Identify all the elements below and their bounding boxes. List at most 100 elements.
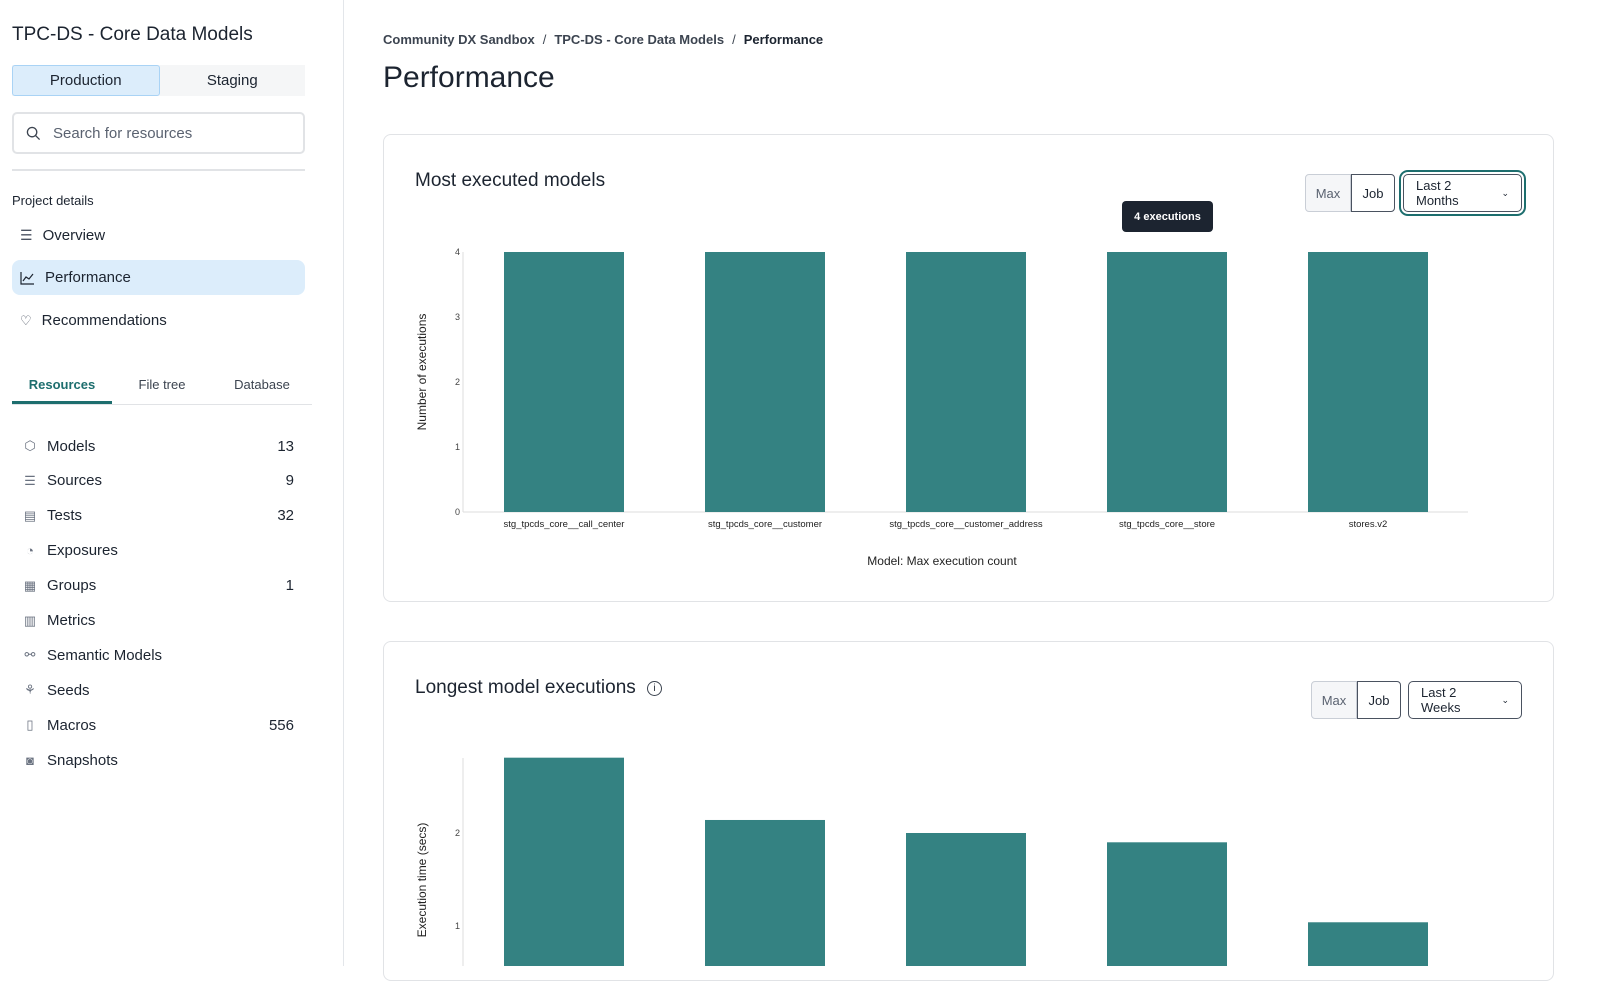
- camera-icon: ◙: [26, 752, 34, 768]
- y-tick-label: 0: [455, 507, 460, 517]
- sidebar: TPC-DS - Core Data Models Production Sta…: [0, 0, 344, 966]
- y-tick-label: 1: [455, 921, 460, 931]
- y-tick-label: 4: [455, 247, 460, 257]
- resource-count: 9: [285, 472, 294, 490]
- bar: [1308, 922, 1428, 966]
- bar-chart-icon: ▥: [23, 612, 37, 628]
- resource-label: Metrics: [47, 612, 96, 629]
- tab-file-tree[interactable]: File tree: [138, 377, 186, 392]
- nav-label: Recommendations: [41, 312, 167, 329]
- resource-tabs: Resources File tree Database: [12, 368, 312, 405]
- separator: /: [732, 32, 736, 47]
- env-production-button[interactable]: Production: [12, 65, 160, 96]
- resource-exposures[interactable]: ◔ Exposures: [22, 536, 294, 566]
- bar: [504, 757, 624, 966]
- aggregation-toggle: Max Job: [1305, 174, 1395, 212]
- resource-label: Macros: [47, 716, 97, 734]
- x-tick-label: stg_tpcds_core__store: [1119, 519, 1215, 530]
- nav-overview[interactable]: ☰ Overview: [12, 218, 305, 253]
- bar: [504, 252, 624, 512]
- grid-icon: ▦: [23, 577, 37, 593]
- nav-recommendations[interactable]: ♡ Recommendations: [12, 303, 305, 338]
- seedling-icon: ⚘: [24, 682, 36, 698]
- resource-label: Semantic Models: [47, 646, 163, 664]
- bar: [1308, 252, 1428, 512]
- resource-snapshots[interactable]: ◙ Snapshots: [22, 745, 294, 775]
- list-icon: ☰: [20, 227, 33, 243]
- resource-label: Seeds: [47, 681, 90, 699]
- env-staging-button[interactable]: Staging: [206, 72, 258, 89]
- y-axis-label: Execution time (secs): [415, 823, 429, 938]
- time-range-dropdown[interactable]: Last 2 Weeks ⌄: [1408, 681, 1522, 719]
- resource-metrics[interactable]: ▥ Metrics: [22, 606, 294, 636]
- time-range-dropdown[interactable]: Last 2 Months ⌄: [1403, 174, 1522, 212]
- resource-label: Models: [47, 437, 96, 455]
- bar: [705, 819, 825, 966]
- breadcrumb-current: Performance: [743, 32, 824, 47]
- nav-label: Performance: [45, 269, 131, 286]
- resource-groups[interactable]: ▦ Groups 1: [22, 571, 294, 601]
- info-icon[interactable]: i: [647, 681, 663, 696]
- section-label: Project details: [12, 193, 94, 208]
- breadcrumb: Community DX Sandbox / TPC-DS - Core Data…: [383, 32, 823, 47]
- page-title: Performance: [383, 61, 555, 94]
- x-tick-label: stg_tpcds_core__call_center: [504, 519, 625, 530]
- search-input[interactable]: Search for resources: [12, 112, 305, 154]
- bar: [906, 833, 1026, 966]
- divider: [12, 169, 305, 171]
- dropdown-value: Last 2 Weeks: [1421, 685, 1461, 715]
- resource-count: 556: [268, 716, 294, 734]
- resource-label: Groups: [47, 577, 97, 595]
- chart-tooltip: 4 executions: [1122, 201, 1213, 232]
- resource-semantic-models[interactable]: ⚯ Semantic Models: [22, 640, 294, 670]
- nav-label: Overview: [42, 227, 106, 244]
- cube-icon: ⬡: [24, 438, 36, 453]
- y-tick-label: 1: [455, 442, 460, 452]
- resource-tests[interactable]: ▤ Tests 32: [22, 501, 294, 531]
- card-title-text: Longest model executions: [415, 677, 636, 698]
- search-icon: [26, 126, 41, 140]
- x-tick-label: stg_tpcds_core__customer_address: [889, 519, 1042, 530]
- x-axis-label: Model: Max execution count: [867, 554, 1017, 568]
- max-button[interactable]: Max: [1305, 174, 1351, 212]
- resource-count: 13: [277, 437, 294, 455]
- breadcrumb-link[interactable]: TPC-DS - Core Data Models: [554, 32, 725, 47]
- bar: [906, 252, 1026, 512]
- resource-macros[interactable]: ▯ Macros 556: [22, 710, 294, 740]
- card-title: Most executed models: [415, 170, 606, 191]
- x-tick-label: stores.v2: [1349, 519, 1388, 530]
- resource-count: 1: [285, 577, 294, 595]
- job-button[interactable]: Job: [1357, 681, 1401, 719]
- y-axis-label: Number of executions: [415, 314, 429, 431]
- resource-seeds[interactable]: ⚘ Seeds: [22, 675, 294, 705]
- resource-count: 32: [277, 507, 294, 525]
- resource-models[interactable]: ⬡ Models 13: [22, 431, 294, 461]
- resource-label: Snapshots: [47, 751, 118, 769]
- tab-database[interactable]: Database: [234, 377, 290, 392]
- bar: [1107, 842, 1227, 966]
- chevron-down-icon: ⌄: [1501, 694, 1509, 705]
- nav-performance[interactable]: Performance: [12, 260, 305, 295]
- bar: [705, 252, 825, 512]
- chart-line-icon: [20, 271, 34, 285]
- nodes-icon: ⚯: [24, 647, 36, 663]
- breadcrumb-link[interactable]: Community DX Sandbox: [383, 32, 535, 47]
- job-button[interactable]: Job: [1351, 174, 1395, 212]
- aggregation-toggle: Max Job: [1311, 681, 1401, 719]
- separator: /: [542, 32, 547, 47]
- resource-sources[interactable]: ☰ Sources 9: [22, 466, 294, 496]
- lightbulb-icon: ♡: [20, 312, 32, 328]
- gauge-icon: ◔: [26, 543, 34, 559]
- y-tick-label: 2: [455, 828, 460, 838]
- bar: [1107, 252, 1227, 512]
- resource-label: Tests: [47, 507, 83, 525]
- max-button[interactable]: Max: [1311, 681, 1357, 719]
- resource-label: Sources: [47, 472, 103, 490]
- y-tick-label: 3: [455, 312, 460, 322]
- x-tick-label: stg_tpcds_core__customer: [708, 519, 822, 530]
- tab-resources[interactable]: Resources: [12, 368, 112, 404]
- database-icon: ☰: [24, 472, 36, 488]
- clipboard-icon: ▤: [23, 507, 37, 523]
- project-title: TPC-DS - Core Data Models: [12, 24, 253, 45]
